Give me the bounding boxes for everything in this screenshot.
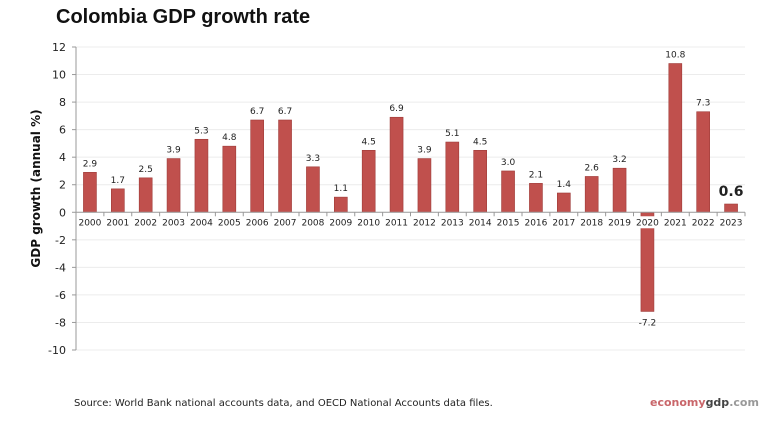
y-tick-label: 12 [52, 41, 66, 54]
label-gap [640, 216, 655, 229]
x-tick-label: 2012 [413, 218, 436, 228]
x-tick-label: 2001 [106, 218, 129, 228]
data-label: 1.7 [111, 176, 125, 186]
source-note: Source: World Bank national accounts dat… [74, 398, 493, 409]
data-label: 3.0 [501, 158, 516, 168]
x-tick-label: 2019 [608, 218, 631, 228]
logo-part: economy [650, 396, 706, 409]
bar [194, 138, 209, 213]
y-tick-label: 4 [59, 151, 66, 164]
data-label: 3.9 [166, 146, 181, 156]
x-tick-label: 2005 [218, 218, 241, 228]
y-tick-label: -4 [55, 261, 66, 274]
data-label: 3.9 [417, 146, 432, 156]
data-label: 3.2 [612, 155, 626, 165]
data-label: 0.6 [719, 184, 744, 200]
x-tick-label: 2015 [497, 218, 520, 228]
data-label: 1.1 [334, 184, 348, 194]
chart-title: Colombia GDP growth rate [56, 6, 311, 28]
bar [473, 149, 487, 213]
bar [361, 149, 376, 213]
x-tick-label: 2023 [720, 218, 743, 228]
logo: economygdp.com [650, 396, 759, 409]
bar [557, 192, 571, 213]
bar [306, 166, 320, 213]
y-axis-label: GDP growth (annual %) [29, 109, 43, 267]
x-tick-label: 2003 [162, 218, 185, 228]
x-tick-label: 2009 [329, 218, 352, 228]
data-label: 7.3 [696, 99, 710, 109]
x-tick-label: 2018 [580, 218, 603, 228]
x-tick-label: 2013 [441, 218, 464, 228]
data-label: 1.4 [557, 180, 572, 190]
y-tick-label: 6 [59, 124, 66, 137]
x-tick-label: 2004 [190, 218, 213, 228]
x-tick-label: 2016 [524, 218, 547, 228]
x-tick-label: 2017 [552, 218, 575, 228]
x-tick-label: 2006 [246, 218, 269, 228]
data-label: 5.3 [194, 126, 208, 136]
y-tick-label: 2 [59, 179, 66, 192]
x-tick-label: 2021 [664, 218, 687, 228]
bar [250, 119, 264, 213]
data-label: 5.1 [445, 129, 459, 139]
bar [138, 177, 153, 213]
data-label: 4.5 [473, 137, 487, 147]
x-tick-label: 2002 [134, 218, 157, 228]
bar [166, 158, 181, 213]
y-tick-label: -8 [55, 316, 66, 329]
bar [696, 111, 710, 213]
bar [529, 183, 543, 213]
data-label: 4.8 [222, 133, 237, 143]
bar [668, 63, 683, 213]
y-tick-label: -2 [55, 234, 66, 247]
bar [334, 196, 348, 213]
x-tick-label: 2000 [78, 218, 101, 228]
x-tick-label: 2020 [636, 218, 659, 228]
y-tick-label: 0 [59, 206, 66, 219]
logo-part: .com [729, 396, 759, 409]
data-label: 6.7 [278, 107, 292, 117]
bar [501, 170, 515, 213]
data-label: 6.7 [250, 107, 264, 117]
data-label: 2.9 [83, 159, 98, 169]
bar [83, 172, 97, 213]
x-tick-label: 2008 [301, 218, 324, 228]
data-label: 2.6 [585, 163, 600, 173]
bar [724, 203, 738, 213]
bar [445, 141, 460, 213]
bar [417, 158, 432, 213]
data-label: 6.9 [389, 104, 404, 114]
bar [278, 119, 292, 213]
x-tick-label: 2007 [274, 218, 297, 228]
x-tick-label: 2010 [357, 218, 380, 228]
logo-part: gdp [705, 396, 730, 409]
x-tick-label: 2014 [469, 218, 492, 228]
y-tick-label: -6 [55, 289, 66, 302]
data-label: -7.2 [639, 318, 657, 328]
bar [222, 145, 237, 213]
bar [389, 116, 404, 213]
data-label: 10.8 [665, 51, 685, 61]
data-label: 2.1 [529, 170, 543, 180]
bar [111, 188, 125, 213]
bar [612, 167, 627, 213]
y-tick-label: 8 [59, 96, 66, 109]
data-label: 4.5 [362, 137, 376, 147]
y-tick-label: 10 [52, 69, 66, 82]
bar [584, 176, 599, 213]
data-label: 3.3 [306, 154, 320, 164]
x-tick-label: 2011 [385, 218, 408, 228]
data-label: 2.5 [139, 165, 153, 175]
y-tick-label: -10 [48, 344, 66, 357]
x-tick-label: 2022 [692, 218, 715, 228]
